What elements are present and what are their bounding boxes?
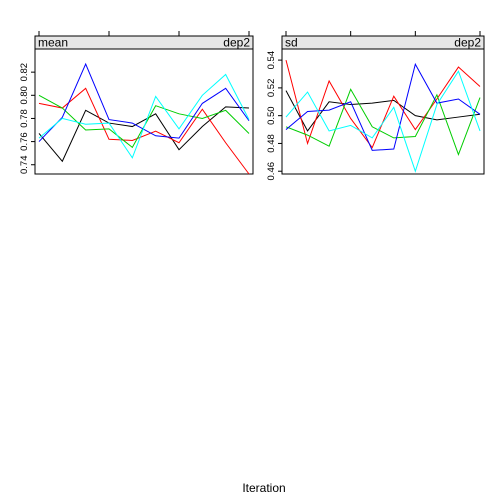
y-tick-label: 0.74 [19, 155, 30, 174]
x-axis-label: Iteration [242, 481, 285, 495]
series-line-5 [285, 70, 481, 173]
y-tick-label: 0.54 [266, 51, 277, 70]
series-line-3 [38, 94, 250, 149]
series-line-2 [38, 87, 250, 175]
y-tick-label: 0.46 [266, 162, 277, 181]
panel-frame [281, 48, 485, 175]
y-tick-label: 0.52 [266, 79, 277, 98]
strip-label-stat: sd [285, 36, 298, 50]
y-tick-label: 0.76 [19, 132, 30, 151]
series-line-5 [38, 73, 250, 159]
series-line-1 [285, 90, 481, 132]
series-line-4 [38, 62, 250, 142]
y-tick-label: 0.48 [266, 134, 277, 153]
panel-sd: sd dep2 0.46 0.48 0.50 0.52 0.54 [266, 31, 485, 181]
y-tick-label: 0.50 [266, 106, 277, 125]
series-line-4 [285, 62, 481, 151]
strip-label-variable: dep2 [454, 36, 481, 50]
strip-label-stat: mean [38, 36, 68, 50]
strip-label-variable: dep2 [223, 36, 250, 50]
y-tick-label: 0.80 [19, 86, 30, 105]
y-tick-label: 0.78 [19, 109, 30, 128]
panel-mean: mean dep2 0.74 0.76 0.78 0.80 0.82 [19, 31, 254, 175]
panel-frame [34, 48, 254, 175]
y-tick-label: 0.82 [19, 63, 30, 82]
series-line-3 [285, 88, 481, 157]
series-line-1 [38, 106, 250, 163]
